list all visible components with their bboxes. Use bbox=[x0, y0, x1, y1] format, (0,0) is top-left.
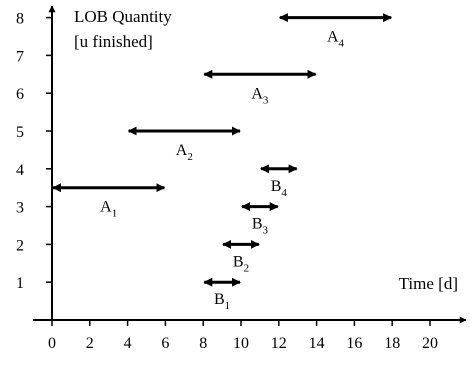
x-tick-label: 10 bbox=[233, 335, 249, 352]
bar-label-b2: B2 bbox=[233, 253, 249, 274]
x-tick-label: 4 bbox=[124, 335, 132, 352]
x-tick-label: 6 bbox=[161, 335, 169, 352]
x-tick-label: 2 bbox=[86, 335, 94, 352]
y-axis-label-line2: [u finished] bbox=[74, 32, 153, 51]
y-tick-label: 1 bbox=[16, 275, 24, 292]
x-tick-label: 8 bbox=[199, 335, 207, 352]
bar-label-a3: A3 bbox=[251, 85, 269, 106]
x-tick-label: 12 bbox=[271, 335, 287, 352]
y-tick-label: 8 bbox=[16, 11, 24, 28]
bar-label-b1: B1 bbox=[214, 291, 230, 312]
x-axis-label: Time [d] bbox=[399, 274, 458, 293]
y-tick-label: 3 bbox=[16, 200, 24, 217]
x-tick-label: 0 bbox=[48, 335, 56, 352]
x-tick-label: 18 bbox=[384, 335, 400, 352]
y-axis-label-line1: LOB Quantity bbox=[74, 7, 172, 26]
y-tick-label: 6 bbox=[16, 86, 24, 103]
bar-label-b3: B3 bbox=[252, 216, 269, 237]
bar-label-a1: A1 bbox=[100, 199, 117, 220]
bar-label-b4: B4 bbox=[271, 178, 288, 199]
x-tick-label: 14 bbox=[309, 335, 325, 352]
y-tick-label: 2 bbox=[16, 237, 24, 254]
y-tick-label: 5 bbox=[16, 124, 24, 141]
y-tick-label: 7 bbox=[16, 48, 24, 65]
x-tick-label: 20 bbox=[422, 335, 438, 352]
y-tick-label: 4 bbox=[16, 162, 24, 179]
x-tick-label: 16 bbox=[346, 335, 362, 352]
bar-label-a4: A4 bbox=[327, 29, 345, 50]
bar-label-a2: A2 bbox=[176, 142, 193, 163]
